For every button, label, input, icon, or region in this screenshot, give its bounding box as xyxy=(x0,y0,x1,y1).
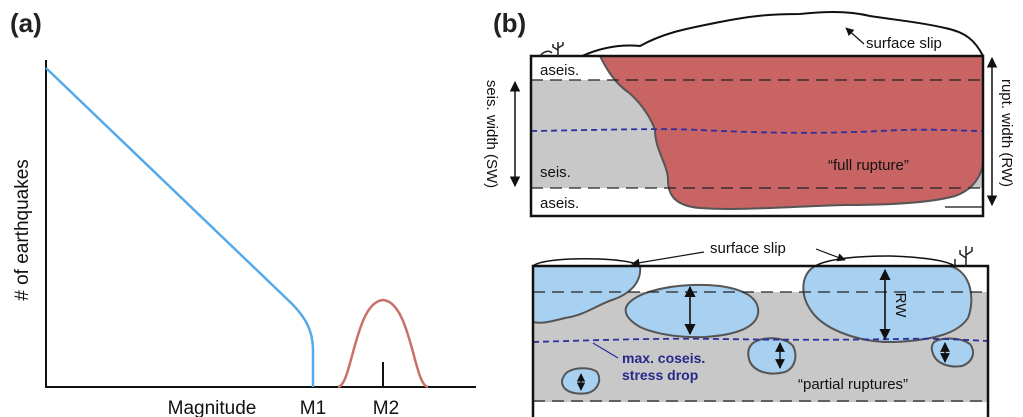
surface-slip-profile-top xyxy=(581,11,984,57)
partial-ruptures-label: “partial ruptures” xyxy=(798,376,908,393)
stress-drop-line-top xyxy=(530,128,984,134)
surface-slip-arrow-right xyxy=(815,248,846,262)
cactus-icon xyxy=(539,42,564,57)
rupture-width-label: rupt. width (RW) xyxy=(998,79,1015,187)
surface-slip-label-top: surface slip xyxy=(866,35,942,52)
rw-label: RW xyxy=(892,293,909,319)
full-rupture-label: “full rupture” xyxy=(828,157,909,174)
surface-slip-label-bottom: surface slip xyxy=(710,240,786,257)
surface-slip-profile-right xyxy=(814,255,956,267)
partial-rupture-diagram: surface slip RW max. coseis. stress drop… xyxy=(531,240,990,417)
seismogenic-width-label: seis. width (SW) xyxy=(483,80,500,188)
seismic-label: seis. xyxy=(540,164,571,181)
panel-a: (a) # of earthquakes Magnitude M1 M2 xyxy=(10,8,476,417)
stress-drop-label-line1: max. coseis. xyxy=(622,350,705,366)
rupture-patch xyxy=(624,283,760,339)
stress-drop-label-line2: stress drop xyxy=(622,367,698,383)
panel-b-label: (b) xyxy=(493,8,526,38)
m1-label: M1 xyxy=(300,398,326,417)
cactus-icon xyxy=(954,246,973,266)
surface-slip-arrow-left xyxy=(631,251,705,267)
rupture-patch xyxy=(747,337,797,375)
characteristic-earthquake-curve xyxy=(337,298,429,389)
full-rupture-diagram: surface slip aseis. seis. aseis. “full r… xyxy=(483,11,1015,218)
panel-b: (b) surface slip aseis. s xyxy=(483,8,1015,417)
panel-a-label: (a) xyxy=(10,8,42,38)
rupture-patch xyxy=(533,266,642,324)
y-axis-label: # of earthquakes xyxy=(12,159,33,301)
frequency-magnitude-curve xyxy=(45,67,315,387)
x-axis-label: Magnitude xyxy=(168,398,257,417)
stress-drop-pointer xyxy=(592,342,619,359)
aseismic-label-bottom: aseis. xyxy=(540,195,579,212)
stress-drop-line-bottom xyxy=(532,337,989,343)
fault-box-top xyxy=(529,54,985,218)
surface-slip-arrow-top xyxy=(845,27,865,45)
m2-label: M2 xyxy=(373,398,399,417)
aseismic-label-top: aseis. xyxy=(540,62,579,79)
fault-box-bottom xyxy=(531,264,990,417)
